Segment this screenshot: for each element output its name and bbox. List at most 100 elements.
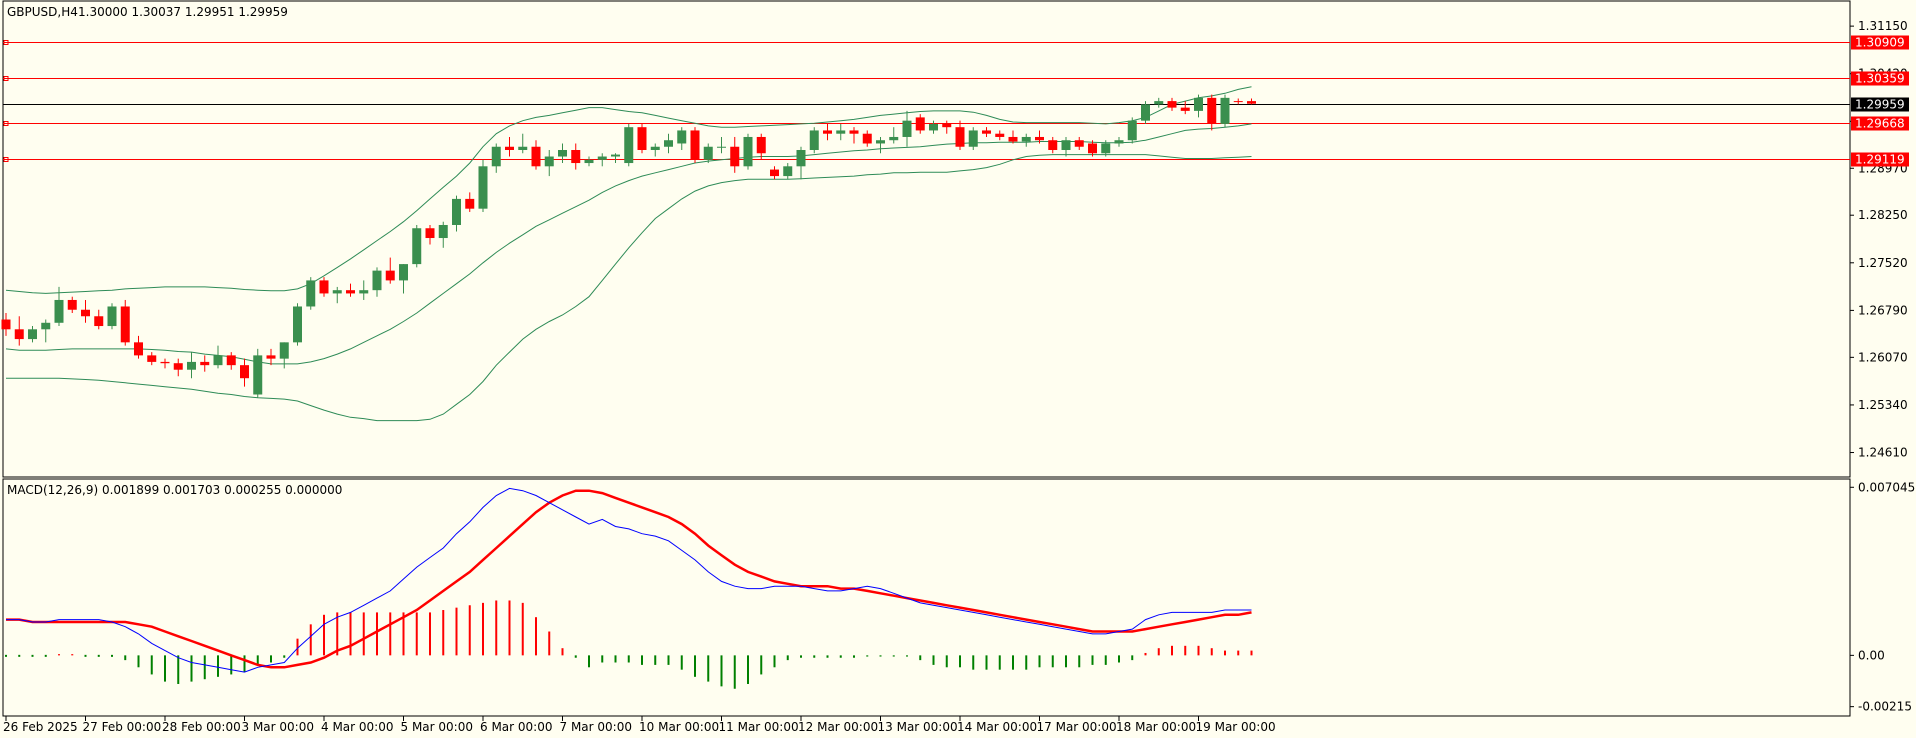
time-tick-label: 26 Feb 2025 bbox=[3, 720, 78, 734]
time-axis: 26 Feb 2025 27 Feb 00:00 28 Feb 00:00 3 Mar… bbox=[3, 716, 1276, 734]
price-tick-label: 1.27520 bbox=[1858, 256, 1908, 270]
macd-signal-line bbox=[6, 489, 1252, 669]
bullish-candle bbox=[544, 156, 554, 167]
bullish-candle bbox=[1154, 101, 1164, 105]
bullish-candle bbox=[1127, 120, 1137, 141]
bearish-candle bbox=[1035, 136, 1044, 141]
bullish-candle bbox=[28, 329, 37, 340]
bullish-candle bbox=[558, 150, 567, 157]
bullish-candle bbox=[1114, 140, 1124, 144]
bullish-candle bbox=[54, 299, 64, 323]
bullish-candle bbox=[677, 130, 687, 144]
bearish-candle bbox=[995, 133, 1005, 137]
bullish-candle bbox=[889, 136, 899, 141]
bullish-candle bbox=[332, 290, 342, 294]
time-tick-label: 13 Mar 00:00 bbox=[878, 720, 958, 734]
time-tick-label: 3 Mar 00:00 bbox=[242, 720, 315, 734]
bullish-candle bbox=[783, 166, 793, 177]
bearish-candle bbox=[531, 146, 541, 167]
bullish-candle bbox=[1061, 140, 1071, 151]
bullish-candle bbox=[438, 224, 448, 239]
bullish-candle bbox=[1021, 136, 1031, 142]
bullish-candle bbox=[743, 136, 753, 167]
macd-main-line bbox=[6, 487, 1252, 673]
bearish-candle bbox=[67, 299, 77, 310]
bullish-candle bbox=[399, 264, 408, 281]
time-tick-label: 27 Feb 00:00 bbox=[83, 720, 162, 734]
level-tag-bg bbox=[1851, 71, 1909, 86]
bullish-candle bbox=[293, 306, 302, 343]
bearish-candle bbox=[1008, 136, 1018, 142]
bearish-candle bbox=[173, 363, 183, 370]
bullish-candle bbox=[452, 198, 461, 225]
level-anchor-icon bbox=[3, 157, 9, 162]
bearish-candle bbox=[81, 309, 90, 317]
bullish-candle bbox=[624, 127, 634, 164]
bearish-candle bbox=[385, 270, 395, 281]
bearish-candle bbox=[730, 146, 740, 167]
macd-lines bbox=[6, 487, 1252, 673]
bullish-candle bbox=[611, 154, 620, 157]
bearish-candle bbox=[915, 117, 925, 131]
candlesticks bbox=[1, 94, 1256, 398]
price-levels bbox=[3, 40, 1850, 162]
bullish-candle bbox=[1141, 104, 1150, 121]
price-level-tags: 1.30909 1.30359 1.29959 1.29668 1.29119 bbox=[1851, 35, 1909, 167]
bearish-candle bbox=[346, 290, 355, 294]
bearish-candle bbox=[770, 169, 779, 177]
bearish-candle bbox=[942, 123, 952, 128]
price-tick-label: 1.26790 bbox=[1858, 303, 1908, 317]
bearish-candle bbox=[1247, 101, 1256, 104]
bearish-candle bbox=[571, 150, 581, 164]
level-anchor-icon bbox=[3, 40, 9, 45]
macd-panel-frame bbox=[2, 478, 1851, 717]
bearish-candle bbox=[147, 355, 157, 362]
level-tag-label: 1.29959 bbox=[1855, 98, 1905, 112]
bearish-candle bbox=[1, 319, 11, 330]
bearish-candle bbox=[120, 306, 130, 343]
bearish-candle bbox=[505, 146, 514, 151]
macd-axis: 0.007045 0.00 -0.00215 bbox=[1850, 480, 1915, 714]
bullish-candle bbox=[809, 130, 819, 151]
price-panel-frame bbox=[2, 0, 1851, 478]
price-tick-label: 1.26070 bbox=[1858, 350, 1908, 364]
price-tick-label: 1.25340 bbox=[1858, 398, 1908, 412]
bearish-candle bbox=[955, 127, 965, 147]
time-tick-label: 28 Feb 00:00 bbox=[162, 720, 241, 734]
bearish-candle bbox=[1207, 97, 1217, 124]
bullish-candle bbox=[491, 146, 501, 167]
bullish-candle bbox=[902, 120, 912, 137]
bearish-candle bbox=[319, 280, 329, 294]
macd-title: MACD(12,26,9) 0.001899 0.001703 0.000255… bbox=[7, 483, 342, 497]
time-tick-label: 5 Mar 00:00 bbox=[401, 720, 474, 734]
bollinger-upper-line bbox=[5, 86, 1252, 294]
bearish-candle bbox=[240, 365, 249, 379]
time-tick-label: 17 Mar 00:00 bbox=[1037, 720, 1117, 734]
bearish-candle bbox=[982, 130, 991, 134]
symbol-title: GBPUSD,H4 bbox=[7, 5, 78, 19]
macd-tick-label: -0.00215 bbox=[1858, 700, 1912, 714]
time-tick-label: 10 Mar 00:00 bbox=[639, 720, 719, 734]
bearish-candle bbox=[134, 342, 143, 356]
bullish-candle bbox=[836, 130, 846, 134]
bullish-candle bbox=[478, 166, 488, 209]
bollinger-middle-line bbox=[5, 123, 1252, 365]
time-tick-label: 18 Mar 00:00 bbox=[1116, 720, 1196, 734]
level-tag-label: 1.29119 bbox=[1855, 153, 1905, 167]
bearish-candle bbox=[1167, 101, 1177, 108]
level-tag-bg bbox=[1851, 97, 1909, 112]
bollinger-bands bbox=[5, 86, 1252, 422]
ohlc-header: 1.30000 1.30037 1.29951 1.29959 bbox=[78, 5, 288, 19]
bullish-candle bbox=[41, 322, 51, 330]
price-tick-label: 1.31150 bbox=[1858, 19, 1908, 33]
macd-histogram bbox=[5, 600, 1253, 689]
bearish-candle bbox=[226, 355, 236, 366]
price-tick-label: 1.28250 bbox=[1858, 208, 1908, 222]
bearish-candle bbox=[14, 329, 24, 340]
level-tag-bg bbox=[1851, 152, 1909, 167]
level-anchor-icon bbox=[3, 76, 9, 81]
bullish-candle bbox=[703, 146, 713, 160]
bullish-candle bbox=[650, 146, 660, 151]
bullish-candle bbox=[584, 159, 594, 164]
